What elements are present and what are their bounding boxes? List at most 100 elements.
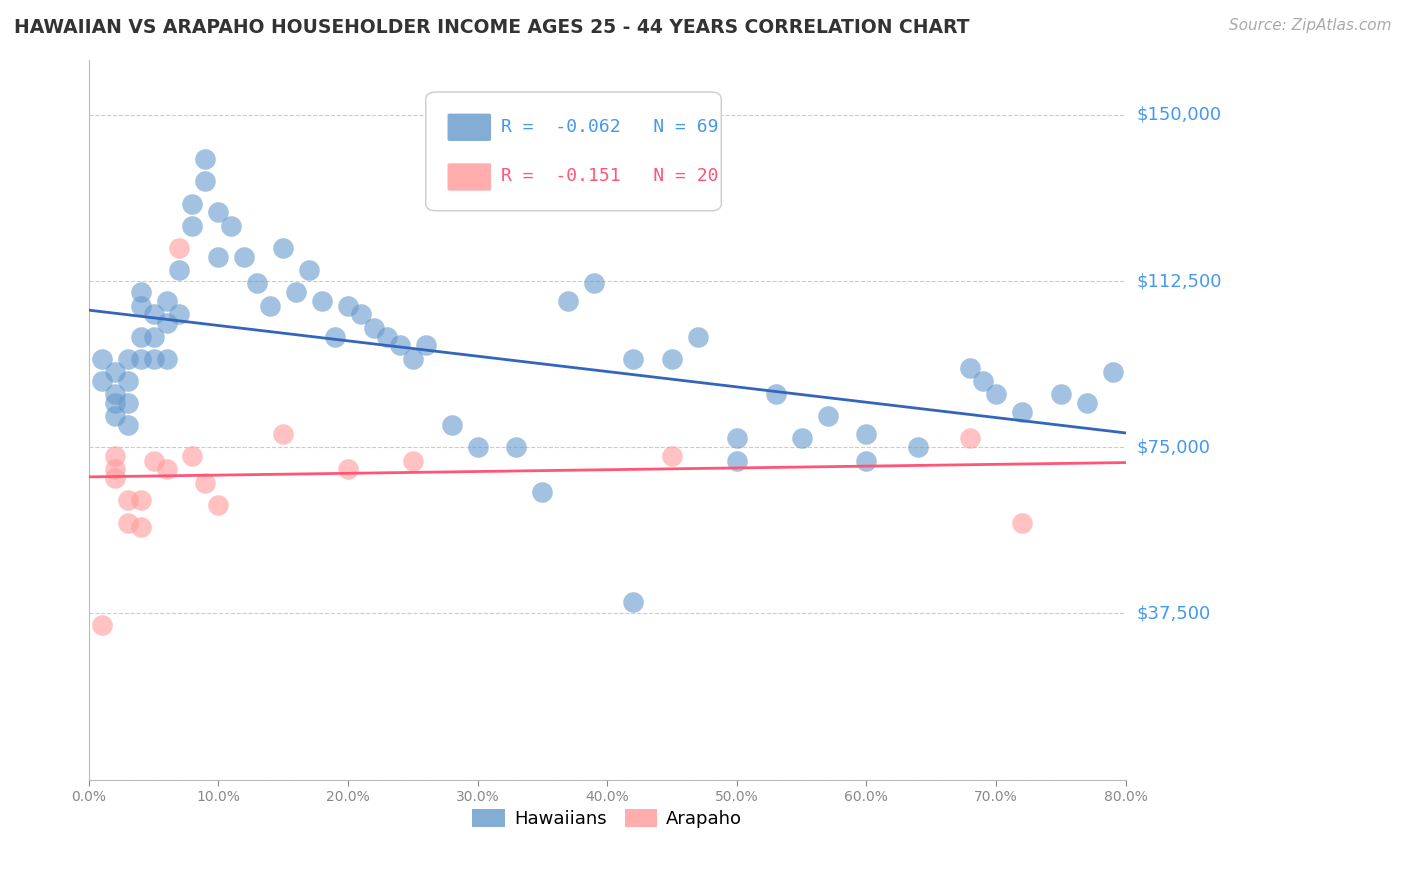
Point — [129, 329, 152, 343]
Point — [323, 329, 346, 343]
Text: R =  -0.151   N = 20: R = -0.151 N = 20 — [502, 167, 718, 186]
Point — [467, 440, 489, 454]
Point — [1101, 365, 1123, 379]
Point — [104, 471, 127, 485]
Point — [104, 449, 127, 463]
Text: Source: ZipAtlas.com: Source: ZipAtlas.com — [1229, 18, 1392, 33]
Point — [90, 374, 112, 388]
Text: $112,500: $112,500 — [1137, 272, 1222, 290]
Point — [375, 329, 398, 343]
Point — [440, 418, 463, 433]
Text: $75,000: $75,000 — [1137, 438, 1211, 457]
Point — [765, 387, 787, 401]
Point — [90, 617, 112, 632]
Point — [855, 453, 877, 467]
Point — [959, 360, 981, 375]
Point — [104, 396, 127, 410]
Point — [129, 520, 152, 534]
Text: $150,000: $150,000 — [1137, 106, 1222, 124]
Point — [790, 432, 813, 446]
Point — [402, 453, 425, 467]
Point — [984, 387, 1007, 401]
Point — [907, 440, 929, 454]
Point — [415, 338, 437, 352]
Point — [661, 351, 683, 366]
Point — [207, 250, 229, 264]
Point — [621, 595, 644, 609]
Point — [129, 299, 152, 313]
Point — [388, 338, 411, 352]
Point — [117, 418, 139, 433]
Point — [402, 351, 425, 366]
Point — [1011, 516, 1033, 530]
Point — [505, 440, 527, 454]
Point — [181, 219, 204, 233]
Point — [194, 475, 217, 490]
Point — [194, 174, 217, 188]
Point — [298, 263, 321, 277]
Point — [104, 365, 127, 379]
Point — [117, 374, 139, 388]
Point — [129, 493, 152, 508]
Point — [233, 250, 256, 264]
Point — [90, 351, 112, 366]
Point — [104, 387, 127, 401]
Point — [221, 219, 243, 233]
Point — [155, 351, 177, 366]
Point — [336, 462, 359, 476]
FancyBboxPatch shape — [447, 113, 491, 141]
Point — [155, 316, 177, 330]
Point — [104, 409, 127, 424]
Point — [531, 484, 554, 499]
Point — [557, 294, 579, 309]
Text: $37,500: $37,500 — [1137, 605, 1211, 623]
Point — [104, 462, 127, 476]
Point — [661, 449, 683, 463]
Point — [686, 329, 709, 343]
Legend: Hawaiians, Arapaho: Hawaiians, Arapaho — [465, 802, 749, 836]
Point — [155, 294, 177, 309]
Point — [725, 432, 748, 446]
Point — [194, 153, 217, 167]
Point — [1011, 405, 1033, 419]
Point — [181, 449, 204, 463]
Point — [155, 462, 177, 476]
Point — [129, 351, 152, 366]
Point — [169, 263, 191, 277]
Point — [583, 277, 606, 291]
Point — [169, 307, 191, 321]
Point — [972, 374, 994, 388]
Point — [959, 432, 981, 446]
Point — [181, 196, 204, 211]
Point — [246, 277, 269, 291]
Point — [621, 351, 644, 366]
Text: R =  -0.062   N = 69: R = -0.062 N = 69 — [502, 118, 718, 136]
Point — [142, 307, 165, 321]
Point — [129, 285, 152, 300]
Point — [117, 516, 139, 530]
Point — [117, 396, 139, 410]
Point — [311, 294, 333, 309]
Point — [271, 427, 294, 442]
Point — [142, 351, 165, 366]
Point — [285, 285, 308, 300]
Point — [725, 453, 748, 467]
Text: HAWAIIAN VS ARAPAHO HOUSEHOLDER INCOME AGES 25 - 44 YEARS CORRELATION CHART: HAWAIIAN VS ARAPAHO HOUSEHOLDER INCOME A… — [14, 18, 970, 37]
Point — [817, 409, 839, 424]
Point — [169, 241, 191, 255]
Point — [117, 493, 139, 508]
Point — [259, 299, 281, 313]
Point — [207, 498, 229, 512]
Point — [207, 205, 229, 219]
FancyBboxPatch shape — [447, 163, 491, 191]
FancyBboxPatch shape — [426, 92, 721, 211]
Point — [855, 427, 877, 442]
Point — [350, 307, 373, 321]
Point — [336, 299, 359, 313]
Point — [142, 329, 165, 343]
Point — [1050, 387, 1073, 401]
Point — [271, 241, 294, 255]
Point — [142, 453, 165, 467]
Point — [117, 351, 139, 366]
Point — [363, 320, 385, 334]
